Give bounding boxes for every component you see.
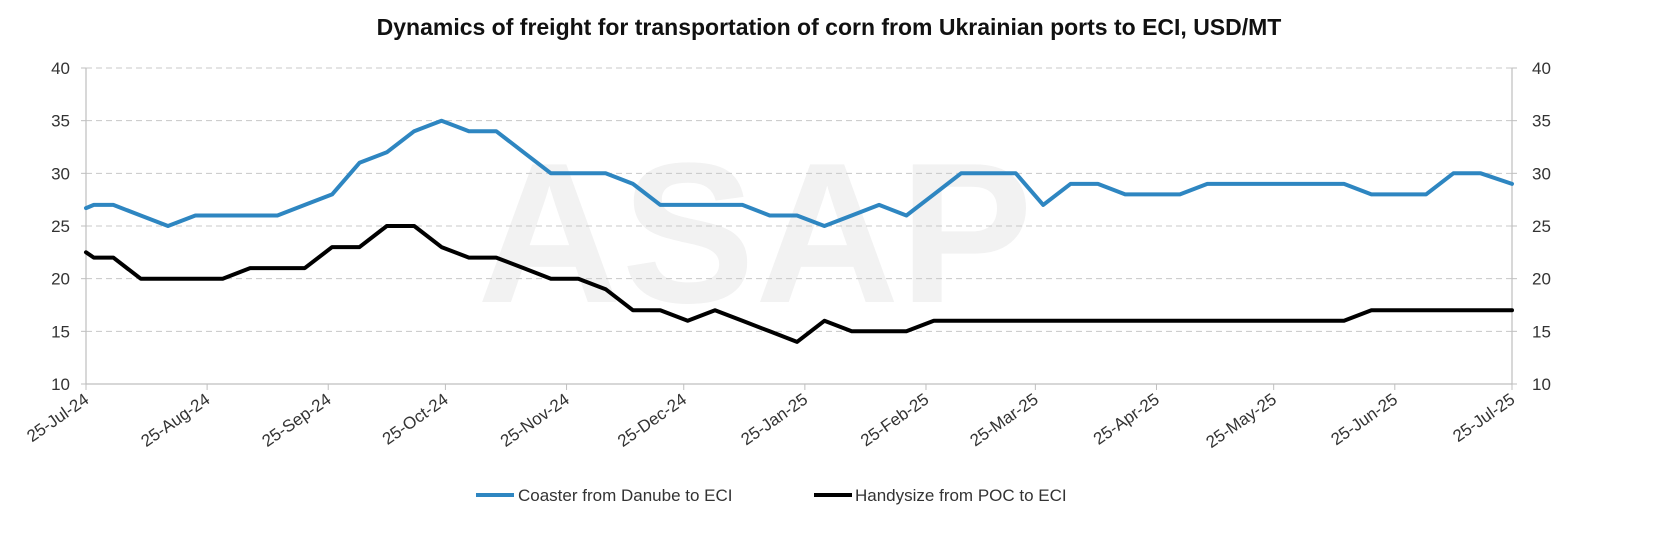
watermark: ASAP [477,122,1033,345]
legend-label-2: Handysize from POC to ECI [855,486,1067,505]
x-tick-label: 25-Jul-24 [23,390,92,446]
x-tick-label: 25-Nov-24 [497,390,573,451]
watermark-layer: ASAP [477,122,1033,345]
y-tick-label-left: 10 [51,375,70,394]
y-tick-label-right: 20 [1532,270,1551,289]
x-tick-label: 25-May-25 [1203,390,1280,452]
grid-layer [86,67,1512,332]
series-line-2 [84,224,1514,344]
x-tick-label: 25-Sep-24 [259,390,335,451]
y-tick-label-left: 40 [51,59,70,78]
y-tick-label-left: 20 [51,270,70,289]
y-tick-label-right: 15 [1532,322,1551,341]
y-tick-label-right: 10 [1532,375,1551,394]
series-layer [84,118,1514,344]
chart-title: Dynamics of freight for transportation o… [376,14,1282,40]
legend-label-1: Coaster from Danube to ECI [518,486,732,505]
x-tick-label: 25-Jun-25 [1327,390,1401,449]
y-tick-label-right: 30 [1532,164,1551,183]
y-tick-label-left: 35 [51,112,70,131]
series-line-1 [84,118,1514,228]
y-tick-label-left: 30 [51,164,70,183]
x-tick-label: 25-Apr-25 [1090,390,1163,449]
x-tick-label: 25-Feb-25 [857,390,932,451]
x-tick-label: 25-Jan-25 [738,390,812,449]
x-tick-label: 25-Dec-24 [614,390,690,451]
y-tick-label-right: 40 [1532,59,1551,78]
x-tick-label: 25-Jul-25 [1449,390,1518,446]
x-tick-label: 25-Aug-24 [137,390,213,451]
y-tick-label-right: 25 [1532,217,1551,236]
y-tick-label-right: 35 [1532,112,1551,131]
x-tick-label: 25-Mar-25 [967,390,1042,451]
x-tick-label: 25-Oct-24 [379,390,452,449]
y-tick-label-left: 15 [51,322,70,341]
legend: Coaster from Danube to ECI Handysize from… [476,486,1067,505]
y-tick-label-left: 25 [51,217,70,236]
